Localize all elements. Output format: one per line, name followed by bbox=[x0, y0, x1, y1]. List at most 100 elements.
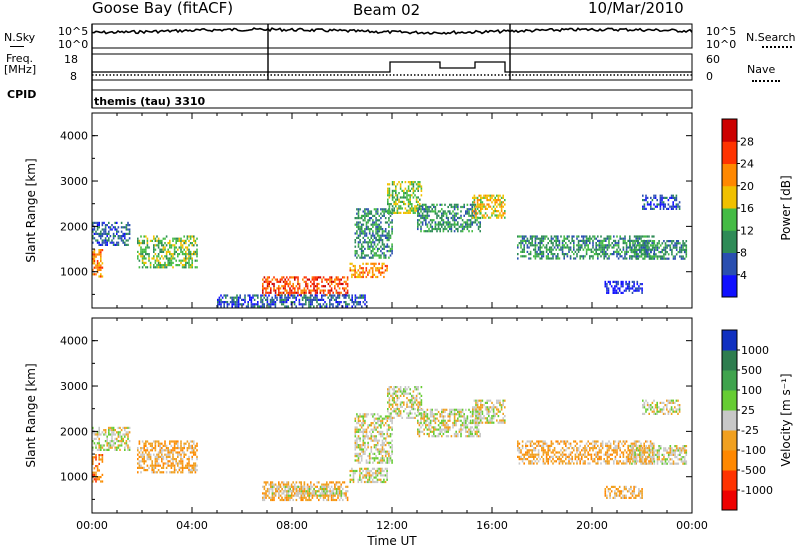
colorbar-frame bbox=[721, 329, 738, 511]
colorbar-tick-label-4: -25 bbox=[741, 424, 759, 437]
colorbar-tick-label-0: 1000 bbox=[741, 344, 769, 357]
xtick-label-2: 08:00 bbox=[276, 519, 308, 532]
nsky-tick-bottom-right: 10^0 bbox=[706, 38, 737, 51]
colorbar-segment-4 bbox=[722, 410, 737, 431]
xtick-label-3: 12:00 bbox=[376, 519, 408, 532]
cpid-label: CPID bbox=[7, 88, 37, 101]
scatter-region-0 bbox=[92, 249, 104, 278]
date-title: 10/Mar/2010 bbox=[588, 0, 684, 17]
scatter-region-9 bbox=[472, 194, 506, 219]
scatter-region-2 bbox=[137, 440, 198, 474]
nsky-tick-top-left: 10^5 bbox=[58, 25, 89, 38]
colorbar-tick-label-5: -100 bbox=[741, 444, 766, 457]
colorbar-segment-1 bbox=[722, 252, 737, 276]
nave-label: Nave bbox=[747, 63, 776, 76]
colorbar-tick-label-0: 4 bbox=[740, 269, 747, 282]
freq-trace bbox=[92, 61, 692, 73]
freq-tick-top: 18 bbox=[64, 53, 78, 66]
scatter-region-5 bbox=[349, 467, 388, 484]
colorbar-segment-7 bbox=[722, 119, 737, 142]
cpid-value: themis (tau) 3310 bbox=[94, 95, 206, 108]
colorbar-segment-2 bbox=[722, 230, 737, 253]
nsky-tick-top-right: 10^5 bbox=[706, 25, 737, 38]
nsearch-label: N.Search bbox=[746, 31, 796, 44]
scatter-region-1 bbox=[92, 426, 131, 451]
colorbar-segment-3 bbox=[722, 430, 737, 451]
colorbar-tick-label-1: 8 bbox=[740, 247, 747, 260]
station-title: Goose Bay (fitACF) bbox=[92, 0, 234, 17]
velocity-colorbar: 1000 500 100 25 -25 -100 -500 -1000 Velocity [m … bbox=[721, 329, 793, 511]
xtick-label-4: 16:00 bbox=[476, 519, 508, 532]
ytick-label-1: 2000 bbox=[60, 425, 88, 438]
freq-label-line2: [MHz] bbox=[4, 63, 37, 76]
ytick-label-3: 4000 bbox=[60, 130, 88, 143]
colorbar-segment-1 bbox=[722, 470, 737, 491]
nsky-tick-bottom-left: 10^0 bbox=[58, 38, 89, 51]
velocity-data-cells bbox=[92, 386, 688, 502]
colorbar-tick-label-6: 28 bbox=[740, 135, 754, 148]
nsearch-legend-line bbox=[762, 46, 792, 48]
ytick-label-0: 1000 bbox=[60, 471, 88, 484]
scatter-region-4 bbox=[267, 485, 343, 497]
nave-tick-bottom: 0 bbox=[706, 70, 713, 83]
colorbar-tick-label-2: 12 bbox=[740, 224, 754, 237]
ytick-label-2: 3000 bbox=[60, 175, 88, 188]
scatter-region-4 bbox=[217, 294, 368, 308]
scatter-region-7 bbox=[387, 386, 423, 419]
colorbar-segment-2 bbox=[722, 450, 737, 471]
power-colorbar: 4 8 12 16 20 24 28 Power [dB] bbox=[721, 118, 793, 298]
scatter-region-3 bbox=[262, 276, 349, 297]
colorbar-tick-label-4: 20 bbox=[740, 180, 754, 193]
xtick-label-6: 00:00 bbox=[676, 519, 708, 532]
power-axes: 1000 2000 3000 4000 Slant Range [km] bbox=[24, 112, 693, 308]
scatter-region-5 bbox=[349, 262, 388, 279]
nsky-legend-line bbox=[10, 46, 24, 47]
colorbar-segment-6 bbox=[722, 370, 737, 391]
colorbar-segment-3 bbox=[722, 208, 737, 231]
colorbar-tick-label-1: 500 bbox=[741, 364, 762, 377]
colorbar-segment-7 bbox=[722, 350, 737, 371]
scatter-region-11 bbox=[629, 240, 688, 260]
scatter-region-2 bbox=[137, 235, 198, 269]
velocity-panel-bg bbox=[92, 318, 692, 513]
scatter-region-8 bbox=[417, 408, 481, 438]
ylabel: Slant Range [km] bbox=[24, 158, 38, 262]
ytick-label-1: 2000 bbox=[60, 220, 88, 233]
scatter-region-13 bbox=[604, 280, 643, 294]
colorbar-tick-label-7: -1000 bbox=[741, 484, 773, 497]
scatter-region-6 bbox=[354, 208, 393, 259]
scatter-region-11 bbox=[629, 445, 688, 465]
scatter-region-8 bbox=[417, 203, 481, 233]
scatter-region-10 bbox=[517, 440, 655, 465]
ylabel: Slant Range [km] bbox=[24, 363, 38, 467]
power-data-cells bbox=[92, 181, 688, 308]
colorbar-tick-label-5: 24 bbox=[740, 158, 754, 171]
freq-label-line1: Freq. bbox=[6, 52, 34, 65]
colorbar-tick-label-2: 100 bbox=[741, 384, 762, 397]
colorbar-segment-0 bbox=[722, 274, 737, 298]
colorbar-segment-4 bbox=[722, 185, 737, 209]
colorbar-segment-5 bbox=[722, 390, 737, 411]
nsky-panel-frame bbox=[91, 23, 693, 49]
cpid-panel-frame bbox=[91, 89, 693, 109]
ytick-label-2: 3000 bbox=[60, 380, 88, 393]
scatter-region-1 bbox=[92, 221, 131, 246]
scatter-region-9 bbox=[472, 399, 506, 424]
colorbar-segment-0 bbox=[722, 490, 737, 511]
xtick-label-0: 00:00 bbox=[76, 519, 108, 532]
ytick-label-3: 4000 bbox=[60, 335, 88, 348]
ytick-label-0: 1000 bbox=[60, 266, 88, 279]
velocity-axes: 1000 2000 3000 4000 Slant Range [km] 00:00 04:… bbox=[24, 317, 708, 548]
beam-title: Beam 02 bbox=[353, 1, 421, 19]
nsky-trace bbox=[91, 27, 693, 35]
colorbar-tick-label-3: 25 bbox=[741, 404, 755, 417]
nave-legend-line bbox=[752, 80, 780, 82]
scatter-region-12 bbox=[642, 194, 681, 210]
colorbar-tick-label-3: 16 bbox=[740, 202, 754, 215]
colorbar-label: Velocity [m s⁻¹] bbox=[779, 373, 793, 466]
colorbar-label: Power [dB] bbox=[779, 175, 793, 240]
xtick-label-1: 04:00 bbox=[176, 519, 208, 532]
freq-panel-frame bbox=[91, 53, 693, 81]
colorbar-tick-label-6: -500 bbox=[741, 464, 766, 477]
